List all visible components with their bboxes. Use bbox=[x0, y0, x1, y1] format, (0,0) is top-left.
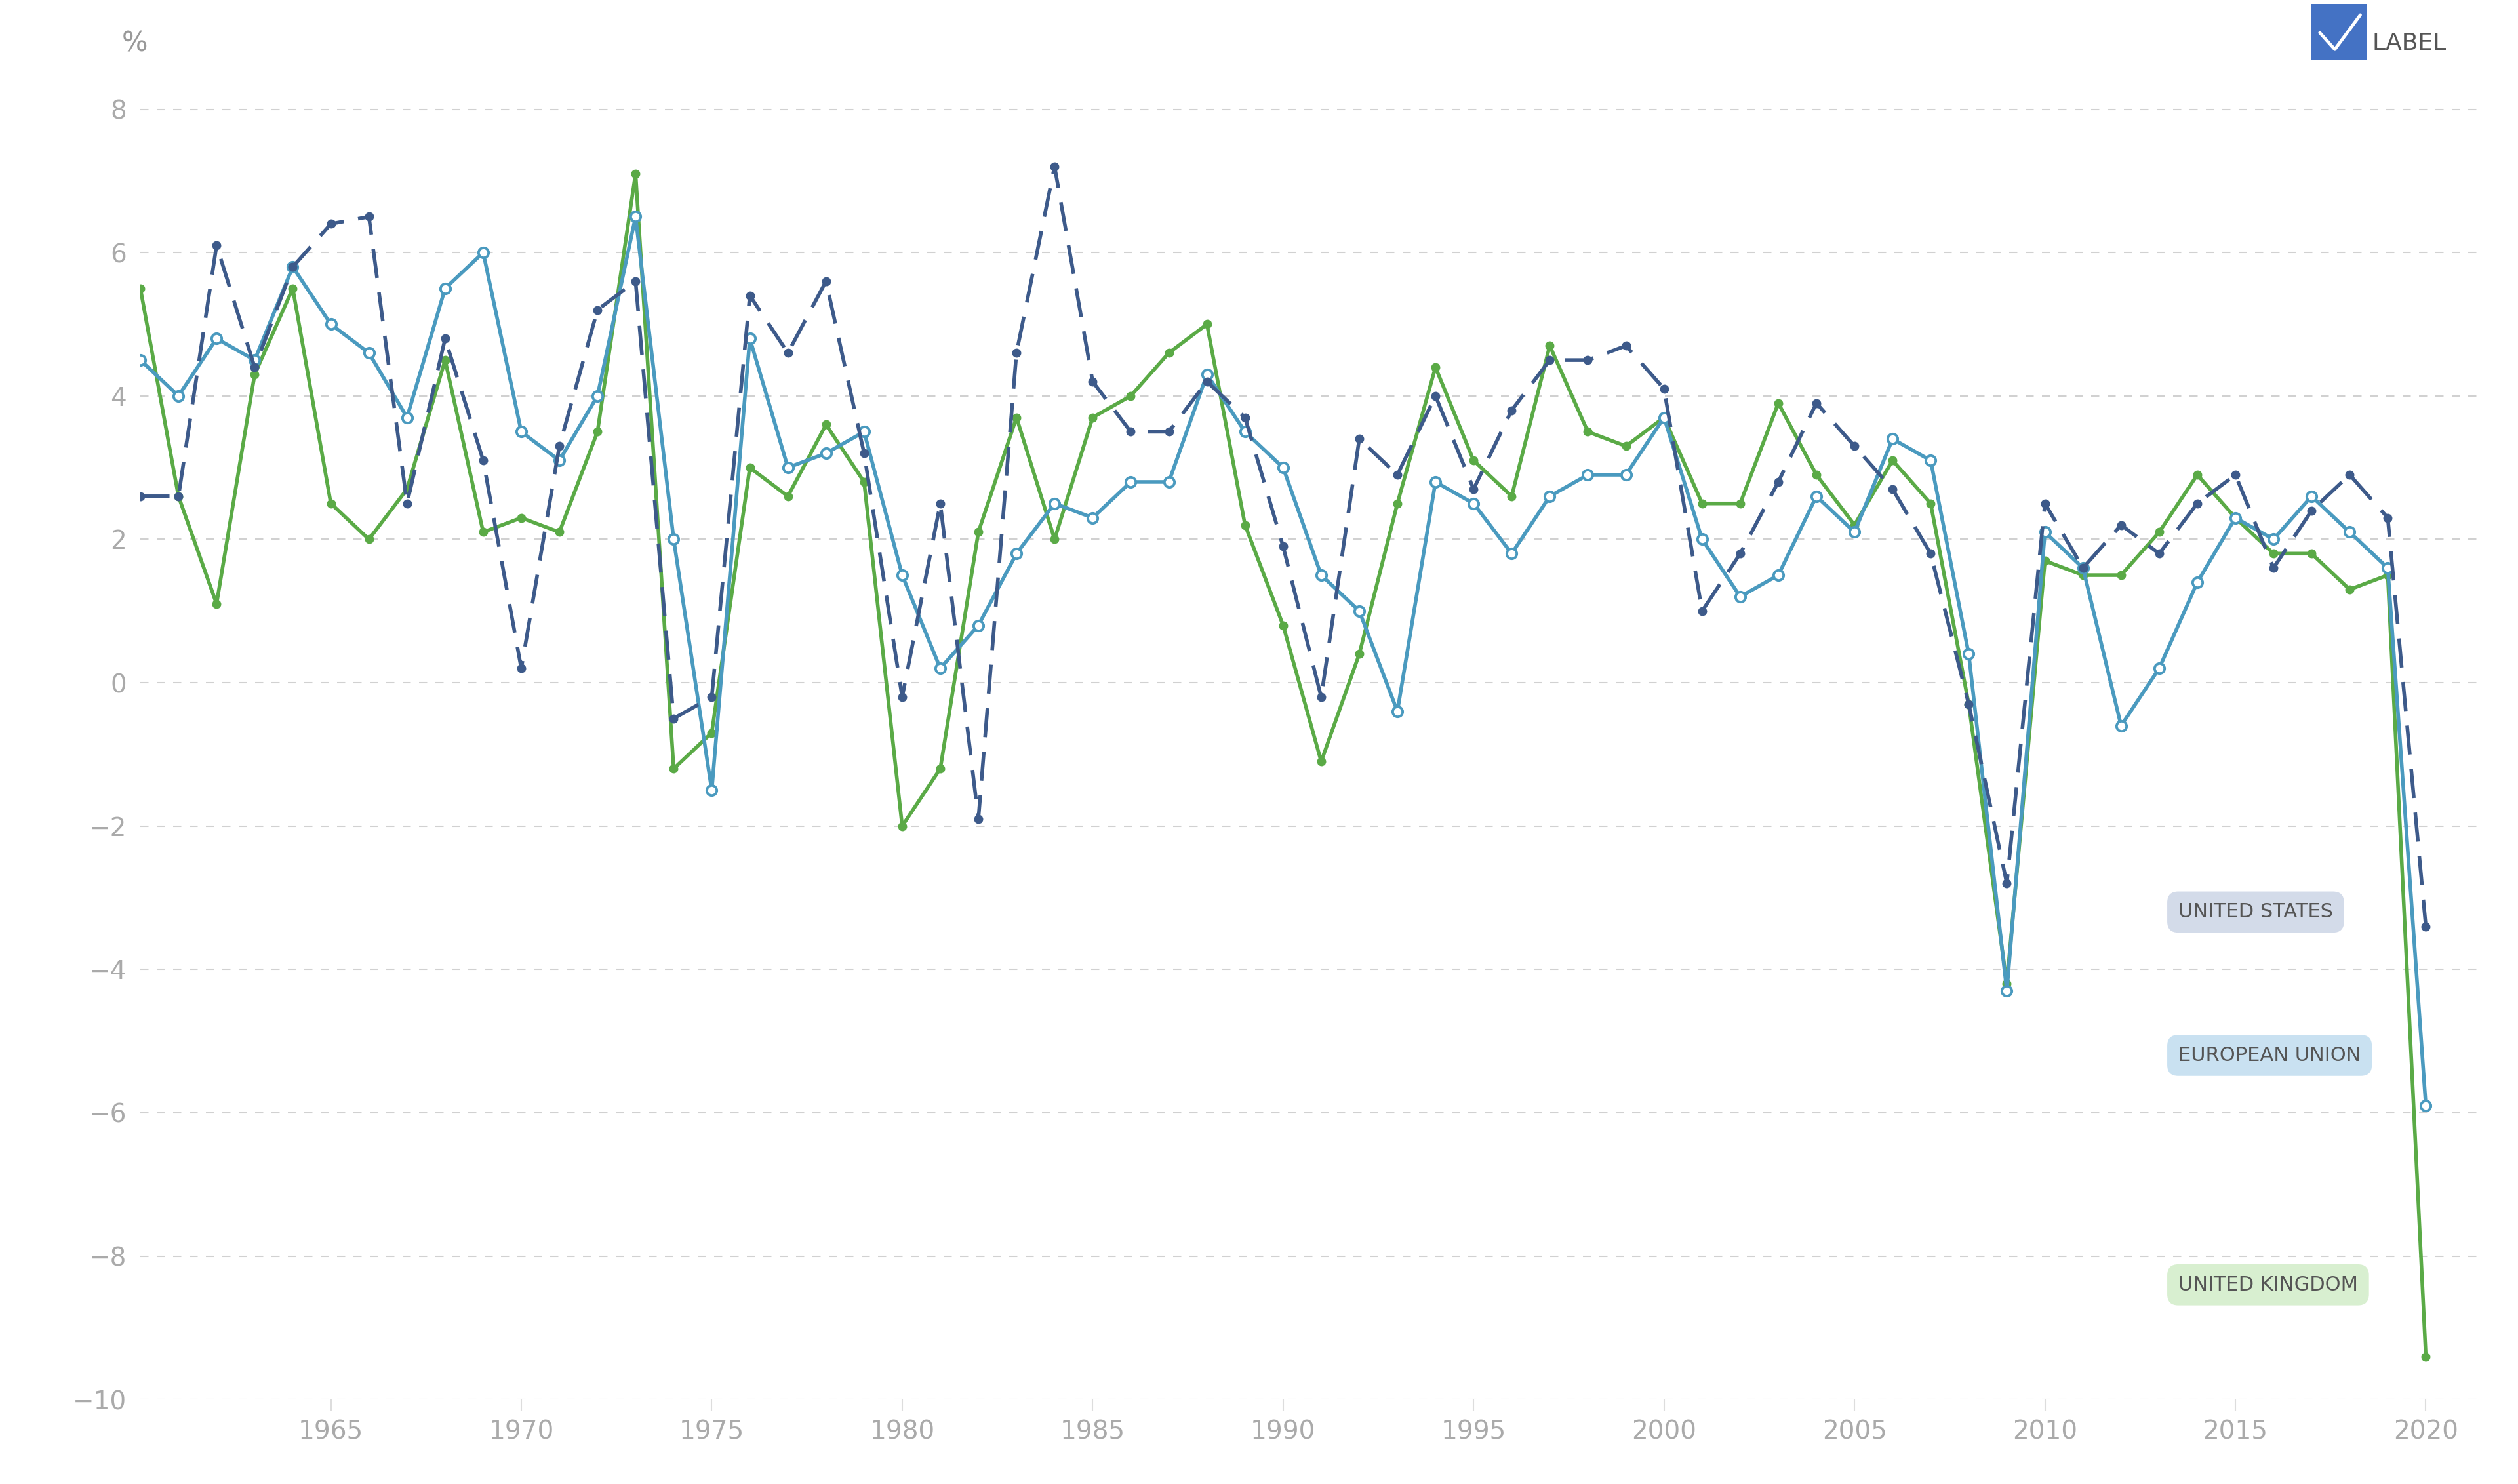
Line: UNITED KINGDOM: UNITED KINGDOM bbox=[136, 169, 2430, 1361]
UNITED KINGDOM bbox=[126, 279, 156, 297]
EUROPEAN UNION bbox=[619, 208, 650, 226]
EUROPEAN UNION bbox=[1533, 487, 1564, 505]
UNITED STATES bbox=[126, 487, 156, 505]
EUROPEAN UNION bbox=[2145, 659, 2176, 677]
UNITED KINGDOM bbox=[2410, 1347, 2440, 1365]
Line: UNITED STATES: UNITED STATES bbox=[136, 162, 2430, 930]
UNITED KINGDOM bbox=[2145, 524, 2176, 542]
EUROPEAN UNION bbox=[1382, 702, 1413, 720]
UNITED STATES bbox=[2145, 545, 2176, 562]
EUROPEAN UNION bbox=[582, 387, 612, 405]
Text: LABEL: LABEL bbox=[2372, 31, 2445, 55]
UNITED KINGDOM bbox=[964, 524, 995, 542]
UNITED KINGDOM bbox=[1533, 337, 1564, 355]
EUROPEAN UNION bbox=[126, 352, 156, 370]
UNITED STATES bbox=[1040, 157, 1070, 175]
UNITED KINGDOM bbox=[582, 423, 612, 441]
UNITED KINGDOM bbox=[619, 165, 650, 183]
Text: %: % bbox=[121, 30, 149, 58]
UNITED KINGDOM bbox=[697, 724, 728, 742]
EUROPEAN UNION bbox=[964, 616, 995, 634]
Text: UNITED KINGDOM: UNITED KINGDOM bbox=[2178, 1275, 2357, 1294]
UNITED STATES bbox=[1382, 466, 1413, 484]
Text: EUROPEAN UNION: EUROPEAN UNION bbox=[2178, 1046, 2362, 1066]
Text: UNITED STATES: UNITED STATES bbox=[2178, 902, 2334, 922]
EUROPEAN UNION bbox=[697, 781, 728, 798]
UNITED STATES bbox=[924, 494, 954, 512]
UNITED STATES bbox=[582, 301, 612, 319]
UNITED KINGDOM bbox=[1382, 494, 1413, 512]
UNITED STATES bbox=[660, 709, 690, 727]
UNITED STATES bbox=[1533, 352, 1564, 370]
Line: EUROPEAN UNION: EUROPEAN UNION bbox=[136, 212, 2430, 1110]
EUROPEAN UNION bbox=[2410, 1097, 2440, 1114]
UNITED STATES bbox=[2410, 917, 2440, 935]
